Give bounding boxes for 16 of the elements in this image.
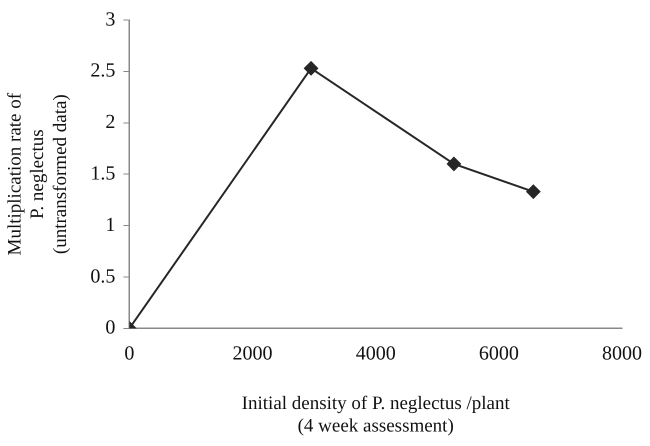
- x-tick-label: 8000: [602, 342, 642, 365]
- point: [446, 156, 461, 171]
- y-tick-label: 0: [105, 316, 116, 339]
- x-tick-label: 0: [124, 342, 134, 365]
- y-tick-label: 2: [105, 111, 116, 134]
- x-axis-title: Initial density of P. neglectus /plant (4 week assessment): [242, 392, 510, 437]
- y-tick-label: 3: [105, 8, 116, 30]
- point: [526, 184, 540, 199]
- y-tick-label: 1: [105, 214, 116, 236]
- y-tick-label: 2.5: [90, 60, 116, 82]
- x-tick-label: 2000: [232, 342, 273, 365]
- y-axis-title: Multiplication rate of P. neglectus (untransformed data): [4, 92, 71, 256]
- x-tick-label: 6000: [478, 342, 519, 365]
- x-tick-label: 4000: [356, 342, 396, 365]
- y-tick-label: 1.5: [90, 162, 116, 184]
- y-tick-label: 0.5: [90, 265, 116, 288]
